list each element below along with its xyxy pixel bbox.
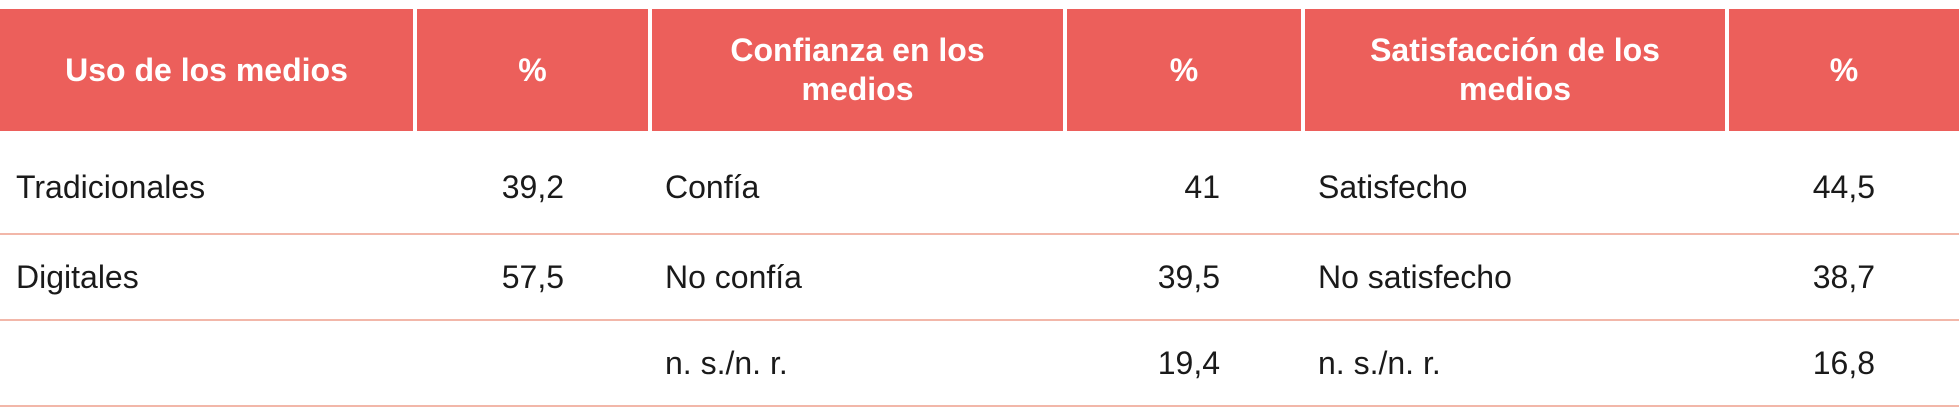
media-satisfaction-label: n. s./n. r. (1303, 320, 1727, 407)
media-trust-label: n. s./n. r. (650, 320, 1065, 407)
header-row: Uso de los medios % Confianza en los med… (0, 9, 1959, 131)
media-satisfaction-label: No satisfecho (1303, 234, 1727, 321)
media-satisfaction-value: 38,7 (1727, 234, 1959, 321)
media-use-label (0, 320, 415, 407)
table-row: n. s./n. r. 19,4 n. s./n. r. 16,8 (0, 320, 1959, 407)
media-survey-table: Uso de los medios % Confianza en los med… (0, 9, 1959, 407)
header-media-trust-percent: % (1063, 9, 1305, 131)
media-trust-label: No confía (650, 234, 1065, 321)
media-use-value (415, 320, 650, 407)
media-satisfaction-value: 16,8 (1727, 320, 1959, 407)
header-media-satisfaction-percent: % (1725, 9, 1959, 131)
header-media-satisfaction: Satisfacción de los medios (1301, 9, 1729, 131)
header-media-use: Uso de los medios (0, 9, 417, 131)
media-trust-label: Confía (650, 131, 1065, 235)
table-row: Tradicionales 39,2 Confía 41 Satisfecho … (0, 131, 1959, 235)
media-satisfaction-label: Satisfecho (1303, 131, 1727, 235)
media-use-label: Digitales (0, 234, 415, 321)
header-media-trust: Confianza en los medios (648, 9, 1067, 131)
table-header: Uso de los medios % Confianza en los med… (0, 9, 1959, 131)
table-body: Tradicionales 39,2 Confía 41 Satisfecho … (0, 131, 1959, 407)
media-trust-value: 19,4 (1065, 320, 1303, 407)
media-satisfaction-value: 44,5 (1727, 131, 1959, 235)
media-trust-value: 39,5 (1065, 234, 1303, 321)
media-use-label: Tradicionales (0, 131, 415, 235)
header-media-use-percent: % (413, 9, 652, 131)
media-use-value: 57,5 (415, 234, 650, 321)
media-use-value: 39,2 (415, 131, 650, 235)
media-trust-value: 41 (1065, 131, 1303, 235)
table-row: Digitales 57,5 No confía 39,5 No satisfe… (0, 234, 1959, 321)
